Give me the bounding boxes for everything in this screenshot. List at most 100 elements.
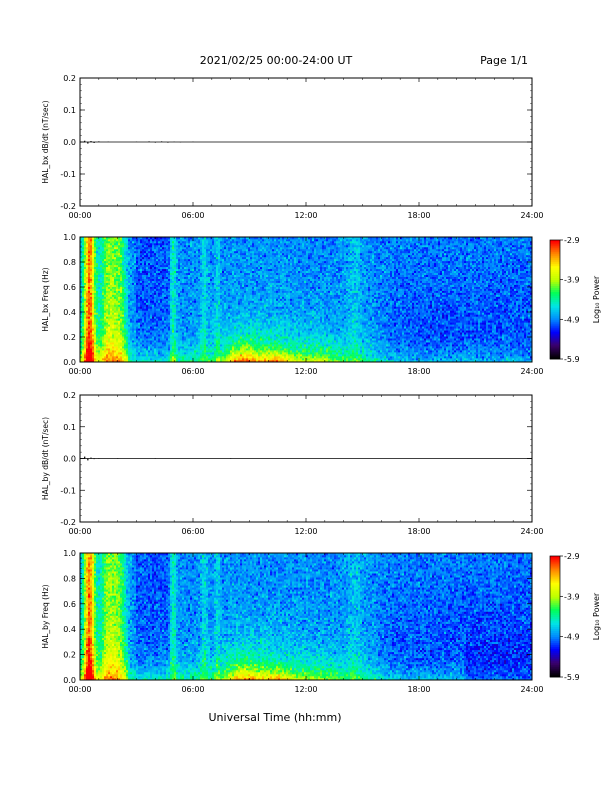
spectrogram-panel-2-cell bbox=[352, 348, 354, 350]
spectrogram-panel-2-cell bbox=[390, 320, 392, 322]
spectrogram-panel-2-cell bbox=[404, 336, 406, 338]
spectrogram-panel-2-cell bbox=[408, 336, 410, 338]
spectrogram-panel-2-cell bbox=[518, 356, 520, 358]
spectrogram-panel-2-cell bbox=[474, 348, 476, 350]
spectrogram-panel-2-cell bbox=[168, 320, 170, 322]
spectrogram-panel-2-cell bbox=[310, 358, 312, 360]
spectrogram-panel-2-cell bbox=[306, 354, 308, 356]
spectrogram-panel-2-cell bbox=[268, 342, 270, 344]
spectrogram-panel-2-cell bbox=[316, 334, 318, 336]
spectrogram-panel-2-cell bbox=[292, 338, 294, 340]
spectrogram-panel-2-cell bbox=[250, 346, 252, 348]
spectrogram-panel-2-cell bbox=[278, 356, 280, 358]
spectrogram-panel-2-cell bbox=[166, 336, 168, 338]
spectrogram-panel-2-cell bbox=[180, 332, 182, 334]
spectrogram-panel-2-cell bbox=[374, 352, 376, 354]
spectrogram-panel-2-cell bbox=[284, 324, 286, 326]
spectrogram-panel-2-cell bbox=[456, 328, 458, 330]
spectrogram-panel-2-cell bbox=[478, 352, 480, 354]
spectrogram-panel-2-cell bbox=[116, 328, 118, 330]
spectrogram-panel-2-cell bbox=[170, 354, 172, 356]
spectrogram-panel-2-cell bbox=[104, 358, 106, 360]
spectrogram-panel-2-cell bbox=[194, 322, 196, 324]
spectrogram-panel-2-cell bbox=[110, 318, 112, 320]
spectrogram-panel-2-cell bbox=[224, 324, 226, 326]
spectrogram-panel-2-cell bbox=[262, 356, 264, 358]
spectrogram-panel-2-cell bbox=[310, 346, 312, 348]
spectrogram-panel-2-cell bbox=[156, 326, 158, 328]
spectrogram-panel-2-cell bbox=[438, 338, 440, 340]
spectrogram-panel-2-cell bbox=[194, 336, 196, 338]
spectrogram-panel-2-cell bbox=[472, 358, 474, 360]
spectrogram-panel-2-cell bbox=[92, 328, 94, 330]
spectrogram-panel-2-cell bbox=[254, 318, 256, 320]
spectrogram-panel-2-cell bbox=[292, 350, 294, 352]
spectrogram-panel-2-cell bbox=[500, 348, 502, 350]
spectrogram-panel-2-cell bbox=[88, 328, 90, 330]
spectrogram-panel-2-cell bbox=[220, 350, 222, 352]
spectrogram-panel-2-cell bbox=[114, 348, 116, 350]
spectrogram-panel-2-cell bbox=[210, 318, 212, 320]
spectrogram-panel-2-cell bbox=[144, 320, 146, 322]
spectrogram-panel-2-cell bbox=[396, 342, 398, 344]
spectrogram-panel-2-cell bbox=[462, 322, 464, 324]
spectrogram-panel-2-cell bbox=[92, 334, 94, 336]
spectrogram-panel-2-cell bbox=[456, 356, 458, 358]
spectrogram-panel-2-cell bbox=[492, 354, 494, 356]
spectrogram-panel-2-cell bbox=[174, 346, 176, 348]
spectrogram-panel-2-cell bbox=[504, 348, 506, 350]
spectrogram-panel-2-cell bbox=[400, 342, 402, 344]
spectrogram-panel-2-cell bbox=[166, 326, 168, 328]
spectrogram-panel-2-cell bbox=[330, 356, 332, 358]
spectrogram-panel-2-cell bbox=[438, 332, 440, 334]
spectrogram-panel-2-cell bbox=[338, 320, 340, 322]
spectrogram-panel-2-cell bbox=[226, 350, 228, 352]
spectrogram-panel-2-cell bbox=[218, 338, 220, 340]
spectrogram-panel-2-cell bbox=[128, 320, 130, 322]
spectrogram-panel-2-cell bbox=[490, 322, 492, 324]
spectrogram-panel-2-cell bbox=[226, 340, 228, 342]
spectrogram-panel-2-cell bbox=[326, 334, 328, 336]
spectrogram-panel-2-cell bbox=[340, 338, 342, 340]
spectrogram-panel-2-cell bbox=[90, 328, 92, 330]
spectrogram-panel-2-cell bbox=[184, 320, 186, 322]
spectrogram-panel-2-cell bbox=[304, 356, 306, 358]
spectrogram-panel-2-cell bbox=[226, 326, 228, 328]
spectrogram-panel-2-cell bbox=[184, 326, 186, 328]
spectrogram-panel-2-cell bbox=[410, 338, 412, 340]
spectrogram-panel-2-cell bbox=[228, 318, 230, 320]
spectrogram-panel-2-cell bbox=[516, 358, 518, 360]
spectrogram-panel-2-cell bbox=[486, 324, 488, 326]
spectrogram-panel-2-cell bbox=[366, 332, 368, 334]
spectrogram-panel-2-cell bbox=[236, 332, 238, 334]
spectrogram-panel-2-cell bbox=[410, 356, 412, 358]
spectrogram-panel-2-cell bbox=[230, 338, 232, 340]
spectrogram-panel-2-cell bbox=[366, 336, 368, 338]
spectrogram-panel-2-cell bbox=[334, 328, 336, 330]
spectrogram-panel-2-cell bbox=[356, 320, 358, 322]
spectrogram-panel-2-cell bbox=[380, 346, 382, 348]
spectrogram-panel-2-cell bbox=[240, 328, 242, 330]
spectrogram-panel-2-cell bbox=[320, 336, 322, 338]
spectrogram-panel-2-cell bbox=[496, 322, 498, 324]
spectrogram-panel-2-cell bbox=[166, 344, 168, 346]
spectrogram-panel-2-cell bbox=[346, 358, 348, 360]
spectrogram-panel-2-cell bbox=[176, 344, 178, 346]
spectrogram-panel-2-cell bbox=[188, 352, 190, 354]
spectrogram-panel-2-cell bbox=[336, 322, 338, 324]
spectrogram-panel-2-cell bbox=[396, 334, 398, 336]
spectrogram-panel-2-cell bbox=[226, 334, 228, 336]
spectrogram-panel-2-cell bbox=[92, 330, 94, 332]
spectrogram-panel-2-cell bbox=[484, 332, 486, 334]
spectrogram-panel-2-cell bbox=[360, 326, 362, 328]
spectrogram-panel-2-cell bbox=[252, 336, 254, 338]
spectrogram-panel-2-cell bbox=[454, 350, 456, 352]
spectrogram-panel-2-cell bbox=[196, 338, 198, 340]
spectrogram-panel-2-cell bbox=[268, 354, 270, 356]
spectrogram-panel-2-cell bbox=[484, 326, 486, 328]
spectrogram-panel-2-cell bbox=[466, 338, 468, 340]
spectrogram-panel-2-cell bbox=[254, 338, 256, 340]
spectrogram-panel-2-cell bbox=[226, 324, 228, 326]
spectrogram-panel-2-cell bbox=[162, 356, 164, 358]
spectrogram-panel-2-cell bbox=[440, 340, 442, 342]
